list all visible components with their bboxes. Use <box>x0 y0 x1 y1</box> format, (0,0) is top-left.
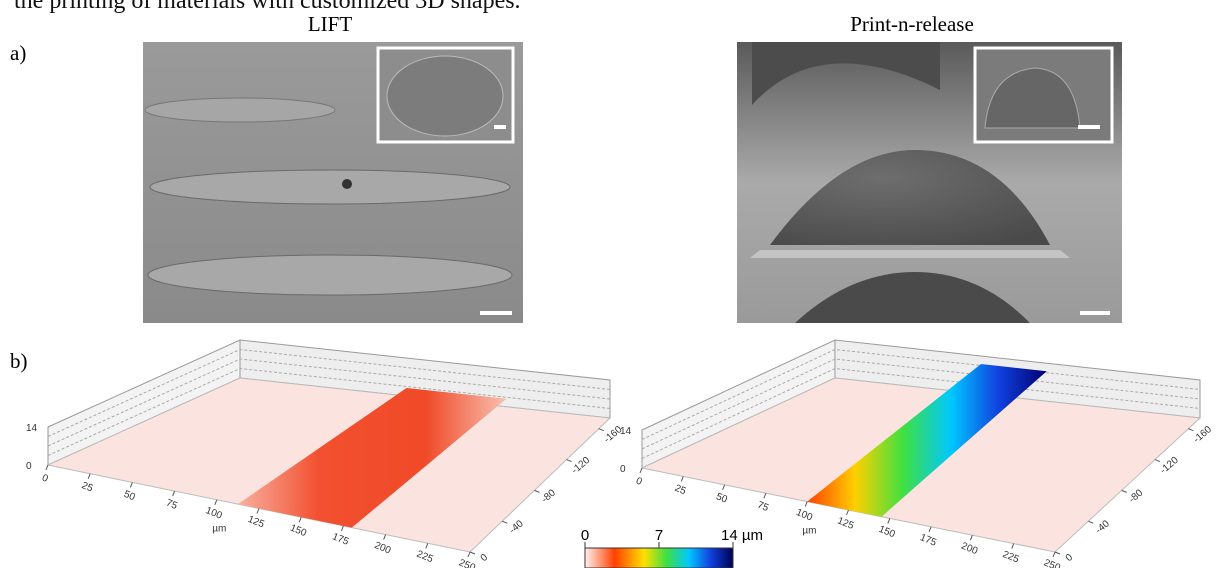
colorbar-label: 0 <box>581 527 589 544</box>
y-tick-label: 0 <box>1064 552 1076 564</box>
x-tick-label: 225 <box>415 549 435 566</box>
panel-label: a) <box>10 41 26 65</box>
x-tick-label: 225 <box>1001 549 1021 566</box>
x-tick <box>723 485 725 490</box>
x-tick-label: 150 <box>877 524 897 541</box>
y-tick-label: -80 <box>1127 487 1145 505</box>
x-tick <box>88 474 90 479</box>
x-tick <box>929 527 931 532</box>
y-tick-label: 0 <box>479 552 491 564</box>
x-tick <box>970 535 972 540</box>
y-tick <box>1155 460 1160 462</box>
y-tick <box>1188 429 1193 431</box>
y-tick-label: -40 <box>1094 518 1112 536</box>
x-tick-label: 200 <box>960 541 980 558</box>
x-tick <box>805 502 807 507</box>
y-tick-label: -160 <box>1192 424 1215 446</box>
x-tick-label: 75 <box>756 500 771 515</box>
panel-title: LIFT <box>308 12 353 36</box>
z-tick-label: 0 <box>26 461 32 472</box>
y-tick <box>1088 521 1093 523</box>
sem-image-print-n-release <box>737 42 1122 323</box>
z-tick-label: 0 <box>620 464 626 475</box>
sem-image-lift <box>143 42 523 323</box>
colorbar-label: 14 µm <box>721 527 763 544</box>
x-tick-label: 0 <box>40 473 50 485</box>
y-tick <box>534 490 539 492</box>
x-tick-label: 25 <box>80 480 95 495</box>
y-tick-label: -120 <box>1158 455 1181 477</box>
x-tick <box>299 517 301 522</box>
x-tick <box>384 535 386 540</box>
y-tick <box>502 521 507 523</box>
panel-label: b) <box>10 349 28 373</box>
x-axis-unit: µm <box>212 524 226 535</box>
x-tick-label: 175 <box>918 532 938 549</box>
x-tick <box>1053 552 1055 557</box>
y-tick-label: -80 <box>540 487 558 505</box>
colorbar <box>585 548 733 568</box>
x-tick <box>888 518 890 523</box>
panel-title: Print-n-release <box>850 12 974 36</box>
caption-line: the printing of materials with customize… <box>14 0 521 14</box>
x-tick-label: 75 <box>164 498 179 513</box>
z-tick-label: 14 <box>620 426 632 437</box>
x-tick <box>130 482 132 487</box>
x-tick-label: 150 <box>288 523 308 540</box>
y-tick-label: -40 <box>508 518 526 536</box>
x-tick-label: 100 <box>794 507 814 524</box>
z-tick-label: 14 <box>26 423 38 434</box>
x-tick-label: 250 <box>1042 557 1062 568</box>
x-tick <box>46 465 48 470</box>
x-tick-label: 125 <box>246 514 266 531</box>
x-tick-label: 175 <box>331 531 351 548</box>
x-tick-label: 100 <box>204 505 224 522</box>
y-tick <box>1055 552 1060 554</box>
figure: the printing of materials with customize… <box>0 0 1217 568</box>
y-tick <box>599 429 604 431</box>
x-tick-label: 200 <box>373 540 393 557</box>
y-tick <box>567 460 572 462</box>
x-tick <box>341 526 343 531</box>
x-tick <box>257 509 259 514</box>
x-tick <box>681 476 683 481</box>
x-tick <box>847 510 849 515</box>
x-tick-label: 50 <box>122 489 137 504</box>
x-tick <box>1012 544 1014 549</box>
x-tick-label: 0 <box>634 476 644 488</box>
x-tick <box>640 468 642 473</box>
y-tick <box>470 552 475 554</box>
colorbar-label: 7 <box>655 527 663 544</box>
x-tick <box>468 552 470 557</box>
x-tick <box>426 543 428 548</box>
x-tick-label: 25 <box>673 483 688 498</box>
x-tick-label: 250 <box>457 557 477 568</box>
x-tick-label: 50 <box>714 491 729 506</box>
y-tick <box>1122 490 1127 492</box>
x-tick-label: 125 <box>836 515 856 532</box>
x-axis-unit: µm <box>802 525 816 536</box>
x-tick <box>215 500 217 505</box>
y-tick-label: -120 <box>570 455 593 477</box>
x-tick <box>764 493 766 498</box>
x-tick <box>173 491 175 496</box>
